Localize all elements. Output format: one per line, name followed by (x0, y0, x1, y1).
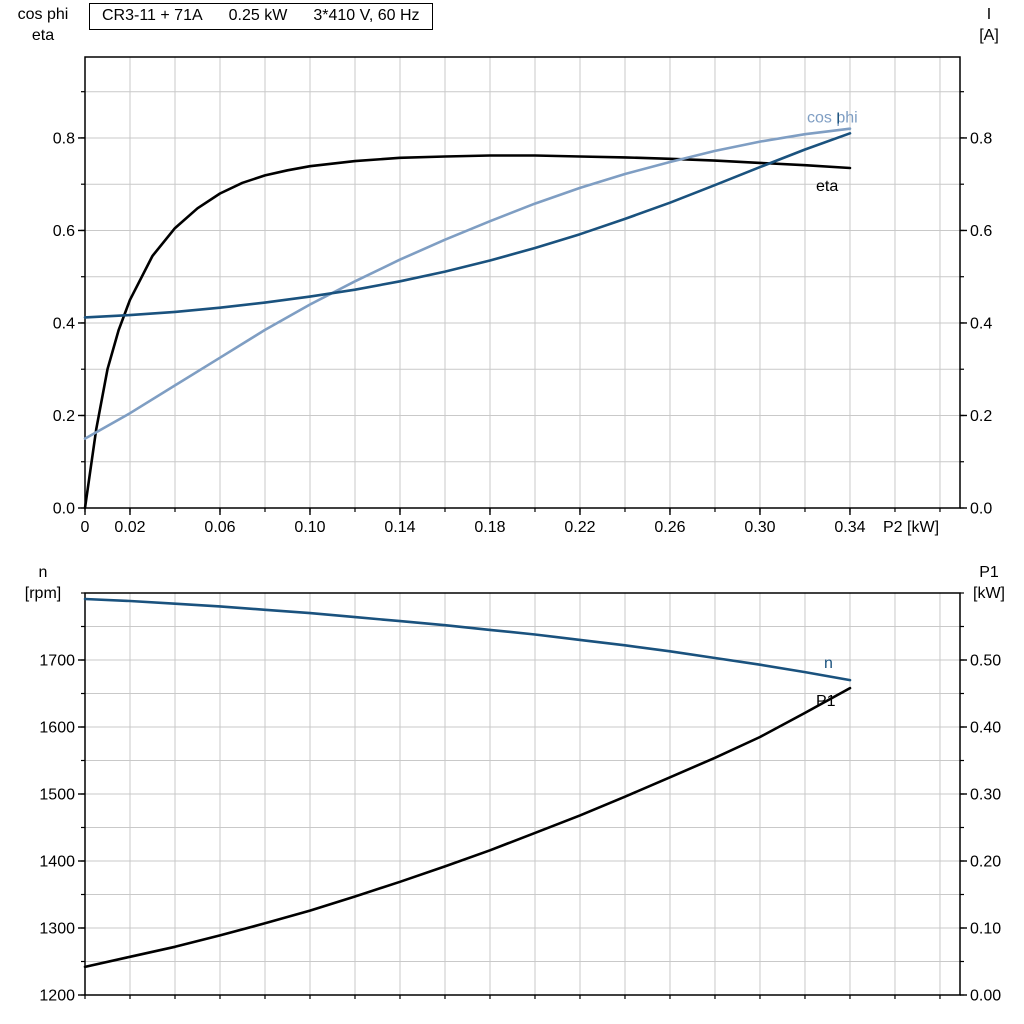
y-left-tick-label: 1300 (39, 921, 75, 938)
x-tick-label: 0.18 (474, 519, 505, 536)
pump-model: CR3-11 + 71A (102, 7, 203, 24)
cos-phi-axis-label: cos phi (17, 6, 69, 23)
y-right-tick-label: 0.20 (970, 854, 1001, 871)
p1-axis-unit: [kW] (973, 585, 1005, 602)
curve-cos-phi (83, 127, 852, 440)
current-axis-label: I (986, 6, 992, 23)
upper-left-axis-label: cos phi eta (2, 4, 84, 46)
curve-label-cos-phi: cos phi (807, 110, 858, 127)
y-left-tick-label: 0.4 (53, 315, 75, 332)
rated-power: 0.25 kW (228, 7, 288, 24)
current-axis-unit: [A] (979, 27, 999, 44)
y-right-tick-label: 0.40 (970, 720, 1001, 737)
x-tick-label: 0.22 (564, 519, 595, 536)
y-left-tick-label: 0.6 (53, 223, 75, 240)
x-tick-label: 0.34 (834, 519, 865, 536)
y-left-tick-label: 1200 (39, 988, 75, 1005)
y-right-tick-label: 0.8 (970, 130, 992, 147)
y-left-tick-label: 0.8 (53, 130, 75, 147)
y-right-tick-label: 0.10 (970, 921, 1001, 938)
upper-right-axis-label: I [A] (958, 4, 1020, 46)
p1-axis-label: P1 (979, 564, 999, 581)
x-tick-label: 0.30 (744, 519, 775, 536)
y-right-tick-label: 0.50 (970, 653, 1001, 670)
lower-left-axis-label: n [rpm] (2, 562, 84, 604)
supply-voltage-frequency: 3*410 V, 60 Hz (313, 7, 420, 24)
y-right-tick-label: 0.4 (970, 315, 992, 332)
x-tick-label: 0.02 (114, 519, 145, 536)
y-left-tick-label: 1400 (39, 854, 75, 871)
curve-label-p1: P1 (816, 693, 836, 710)
y-right-tick-label: 0.0 (970, 501, 992, 518)
curve-p1 (83, 686, 852, 969)
y-right-tick-label: 0.6 (970, 223, 992, 240)
curve-label-eta: eta (816, 178, 838, 195)
lower-right-axis-label: P1 [kW] (958, 562, 1020, 604)
y-right-tick-label: 0.30 (970, 787, 1001, 804)
curve-eta (83, 154, 852, 510)
y-left-tick-label: 0.2 (53, 408, 75, 425)
x-tick-label: 0.14 (384, 519, 415, 536)
curve-label-current: I (836, 110, 840, 127)
plot-frame (84, 56, 961, 509)
y-left-tick-label: 1600 (39, 720, 75, 737)
y-left-tick-label: 1700 (39, 653, 75, 670)
eta-axis-label: eta (31, 27, 55, 44)
speed-axis-unit: [rpm] (24, 585, 62, 602)
chart-title-box: CR3-11 + 71A 0.25 kW 3*410 V, 60 Hz (89, 3, 433, 30)
x-tick-label: 0 (81, 519, 90, 536)
x-axis-label: P2 [kW] (883, 519, 939, 536)
x-tick-label: 0.06 (204, 519, 235, 536)
y-right-tick-label: 0.00 (970, 988, 1001, 1005)
y-right-tick-label: 0.2 (970, 408, 992, 425)
y-left-tick-label: 0.0 (53, 501, 75, 518)
curve-speed (83, 597, 852, 682)
y-left-tick-label: 1500 (39, 787, 75, 804)
x-tick-label: 0.26 (654, 519, 685, 536)
speed-axis-label: n (38, 564, 48, 581)
x-tick-label: 0.10 (294, 519, 325, 536)
curve-current (83, 132, 852, 319)
curve-label-speed: n (824, 655, 833, 672)
upper-chart: 0 0.02 0.06 0.10 0.14 0.18 0.22 0.26 0.30 0.34 0.0… (53, 56, 992, 536)
lower-chart: 1200 1300 1400 1500 1600 1700 0.00 0.10 0.20 0.30… (39, 592, 1001, 1005)
